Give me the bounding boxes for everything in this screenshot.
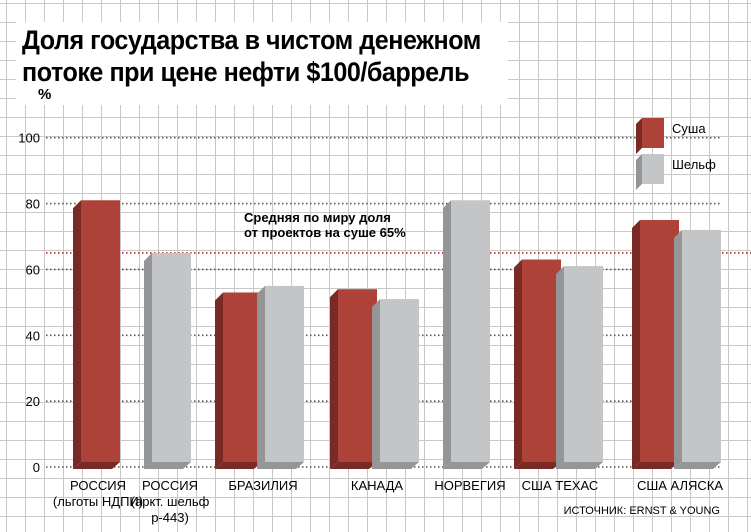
- bar-side: [372, 299, 380, 469]
- legend-swatch: [642, 118, 664, 148]
- bar-side: [215, 292, 223, 469]
- x-tick-label: США АЛЯСКА: [637, 478, 723, 493]
- legend-swatch: [642, 154, 664, 184]
- legend-swatch-side: [636, 154, 642, 190]
- bar: [265, 285, 304, 462]
- x-tick-label: США ТЕХАС: [522, 478, 599, 493]
- bar: [522, 259, 561, 462]
- y-tick-label: 40: [26, 328, 40, 343]
- bar-side: [330, 289, 338, 469]
- bar-base: [556, 462, 603, 469]
- source-label: ИСТОЧНИК: ERNST & YOUNG: [564, 505, 720, 517]
- legend-label: Шельф: [672, 157, 716, 172]
- y-tick-label: 20: [26, 394, 40, 409]
- y-tick-label: 60: [26, 262, 40, 277]
- x-tick-label: БРАЗИЛИЯ: [228, 478, 297, 493]
- bar-base: [443, 462, 490, 469]
- bar: [81, 200, 120, 462]
- bar-base: [144, 462, 191, 469]
- bar-base: [372, 462, 419, 469]
- title-panel: [16, 22, 508, 105]
- x-tick-label: (льготы НДПИ): [53, 494, 143, 509]
- reference-label: от проектов на суше 65%: [244, 225, 406, 240]
- x-tick-label: РОССИЯ: [142, 478, 198, 493]
- bar-side: [73, 200, 81, 469]
- y-tick-label: 80: [26, 197, 40, 212]
- bar-side: [632, 220, 640, 469]
- bar-base: [674, 462, 721, 469]
- bar: [380, 299, 419, 462]
- bar: [223, 292, 262, 462]
- bar: [640, 220, 679, 462]
- bar-side: [556, 266, 564, 469]
- x-tick-label: РОССИЯ: [70, 478, 126, 493]
- bar-base: [73, 462, 120, 469]
- bar-side: [443, 200, 451, 469]
- reference-label: Средняя по миру доля: [244, 210, 391, 225]
- y-tick-label: 100: [18, 131, 40, 146]
- x-tick-label: КАНАДА: [351, 478, 404, 493]
- bar-side: [514, 259, 522, 469]
- bar-base: [330, 462, 377, 469]
- legend-label: Суша: [672, 121, 706, 136]
- bar-base: [215, 462, 262, 469]
- bar-side: [257, 285, 265, 469]
- bar-base: [514, 462, 561, 469]
- legend-swatch-side: [636, 118, 642, 154]
- bar: [451, 200, 490, 462]
- y-tick-label: 0: [33, 460, 40, 475]
- bar: [682, 229, 721, 462]
- x-tick-label: (аркт. шельф: [131, 494, 210, 509]
- x-tick-label: НОРВЕГИЯ: [434, 478, 505, 493]
- bar: [564, 266, 603, 462]
- chart-title: Доля государства в чистом денежном потоке…: [22, 25, 481, 87]
- bar-side: [144, 252, 152, 469]
- unit-label: %: [38, 86, 52, 103]
- bar-base: [257, 462, 304, 469]
- bar-base: [632, 462, 679, 469]
- bar-side: [674, 229, 682, 469]
- bar: [152, 252, 191, 462]
- x-tick-label: р-443): [151, 510, 189, 525]
- bar: [338, 289, 377, 462]
